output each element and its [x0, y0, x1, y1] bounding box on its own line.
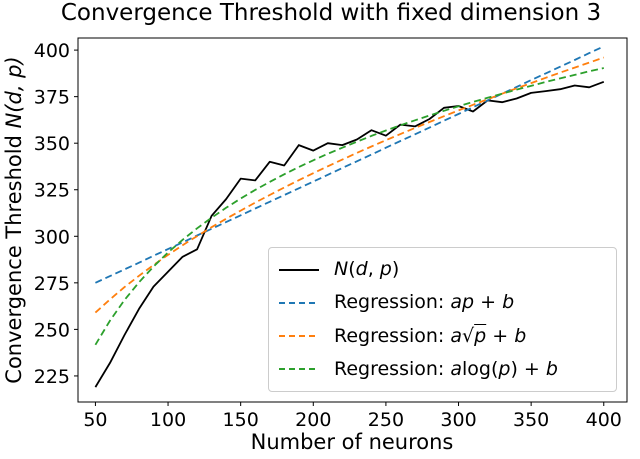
legend: N(d, p) Regression: ap + b Regression: a√p…: [268, 247, 617, 392]
x-tick-label: 350: [513, 409, 549, 431]
legend-item-reg-log: Regression: alog(p) + b: [269, 357, 616, 380]
curve-reg-sqrt: [94, 56, 605, 314]
legend-line-sample: [279, 301, 319, 304]
chart-title: Convergence Threshold with fixed dimensi…: [60, 0, 602, 26]
x-tick-label: 50: [83, 409, 107, 431]
legend-line-sample: [279, 335, 319, 338]
legend-label: N(d, p): [334, 258, 400, 281]
x-tick-label: 100: [150, 409, 186, 431]
legend-item-reg-sqrt: Regression: a√p + b: [269, 324, 616, 347]
legend-line-sample: [279, 368, 319, 371]
x-tick-label: 150: [223, 409, 259, 431]
legend-label: Regression: ap + b: [334, 291, 515, 314]
y-tick-label: 250: [34, 319, 70, 341]
y-tick-label: 400: [34, 40, 70, 62]
curve-reg-log: [94, 67, 604, 346]
y-tick-label: 225: [34, 366, 70, 388]
legend-item-ndp: N(d, p): [269, 260, 616, 279]
y-axis-label-math: N(d, p): [2, 56, 26, 129]
y-tick-label: 325: [34, 180, 70, 202]
x-axis-label: Number of neurons: [250, 430, 454, 454]
y-tick-label: 350: [34, 133, 70, 155]
y-tick-label: 300: [34, 226, 70, 248]
x-tick-label: 400: [586, 409, 622, 431]
x-tick-label: 250: [368, 409, 404, 431]
y-tick-label: 275: [34, 273, 70, 295]
axes-spines: [77, 37, 628, 403]
y-axis-label-text: Convergence Threshold: [2, 128, 26, 384]
legend-line-sample: [279, 268, 319, 271]
legend-item-reg-linear: Regression: ap + b: [269, 293, 616, 312]
x-tick-label: 200: [295, 409, 331, 431]
curve-reg-linear: [95, 45, 605, 284]
legend-label: Regression: a√p + b: [334, 324, 527, 347]
y-tick-label: 375: [34, 87, 70, 109]
x-tick-label: 300: [440, 409, 476, 431]
legend-label: Regression: alog(p) + b: [334, 357, 558, 380]
curve-ndp: [94, 80, 605, 388]
y-axis-label: Convergence Threshold N(d, p): [2, 56, 26, 383]
